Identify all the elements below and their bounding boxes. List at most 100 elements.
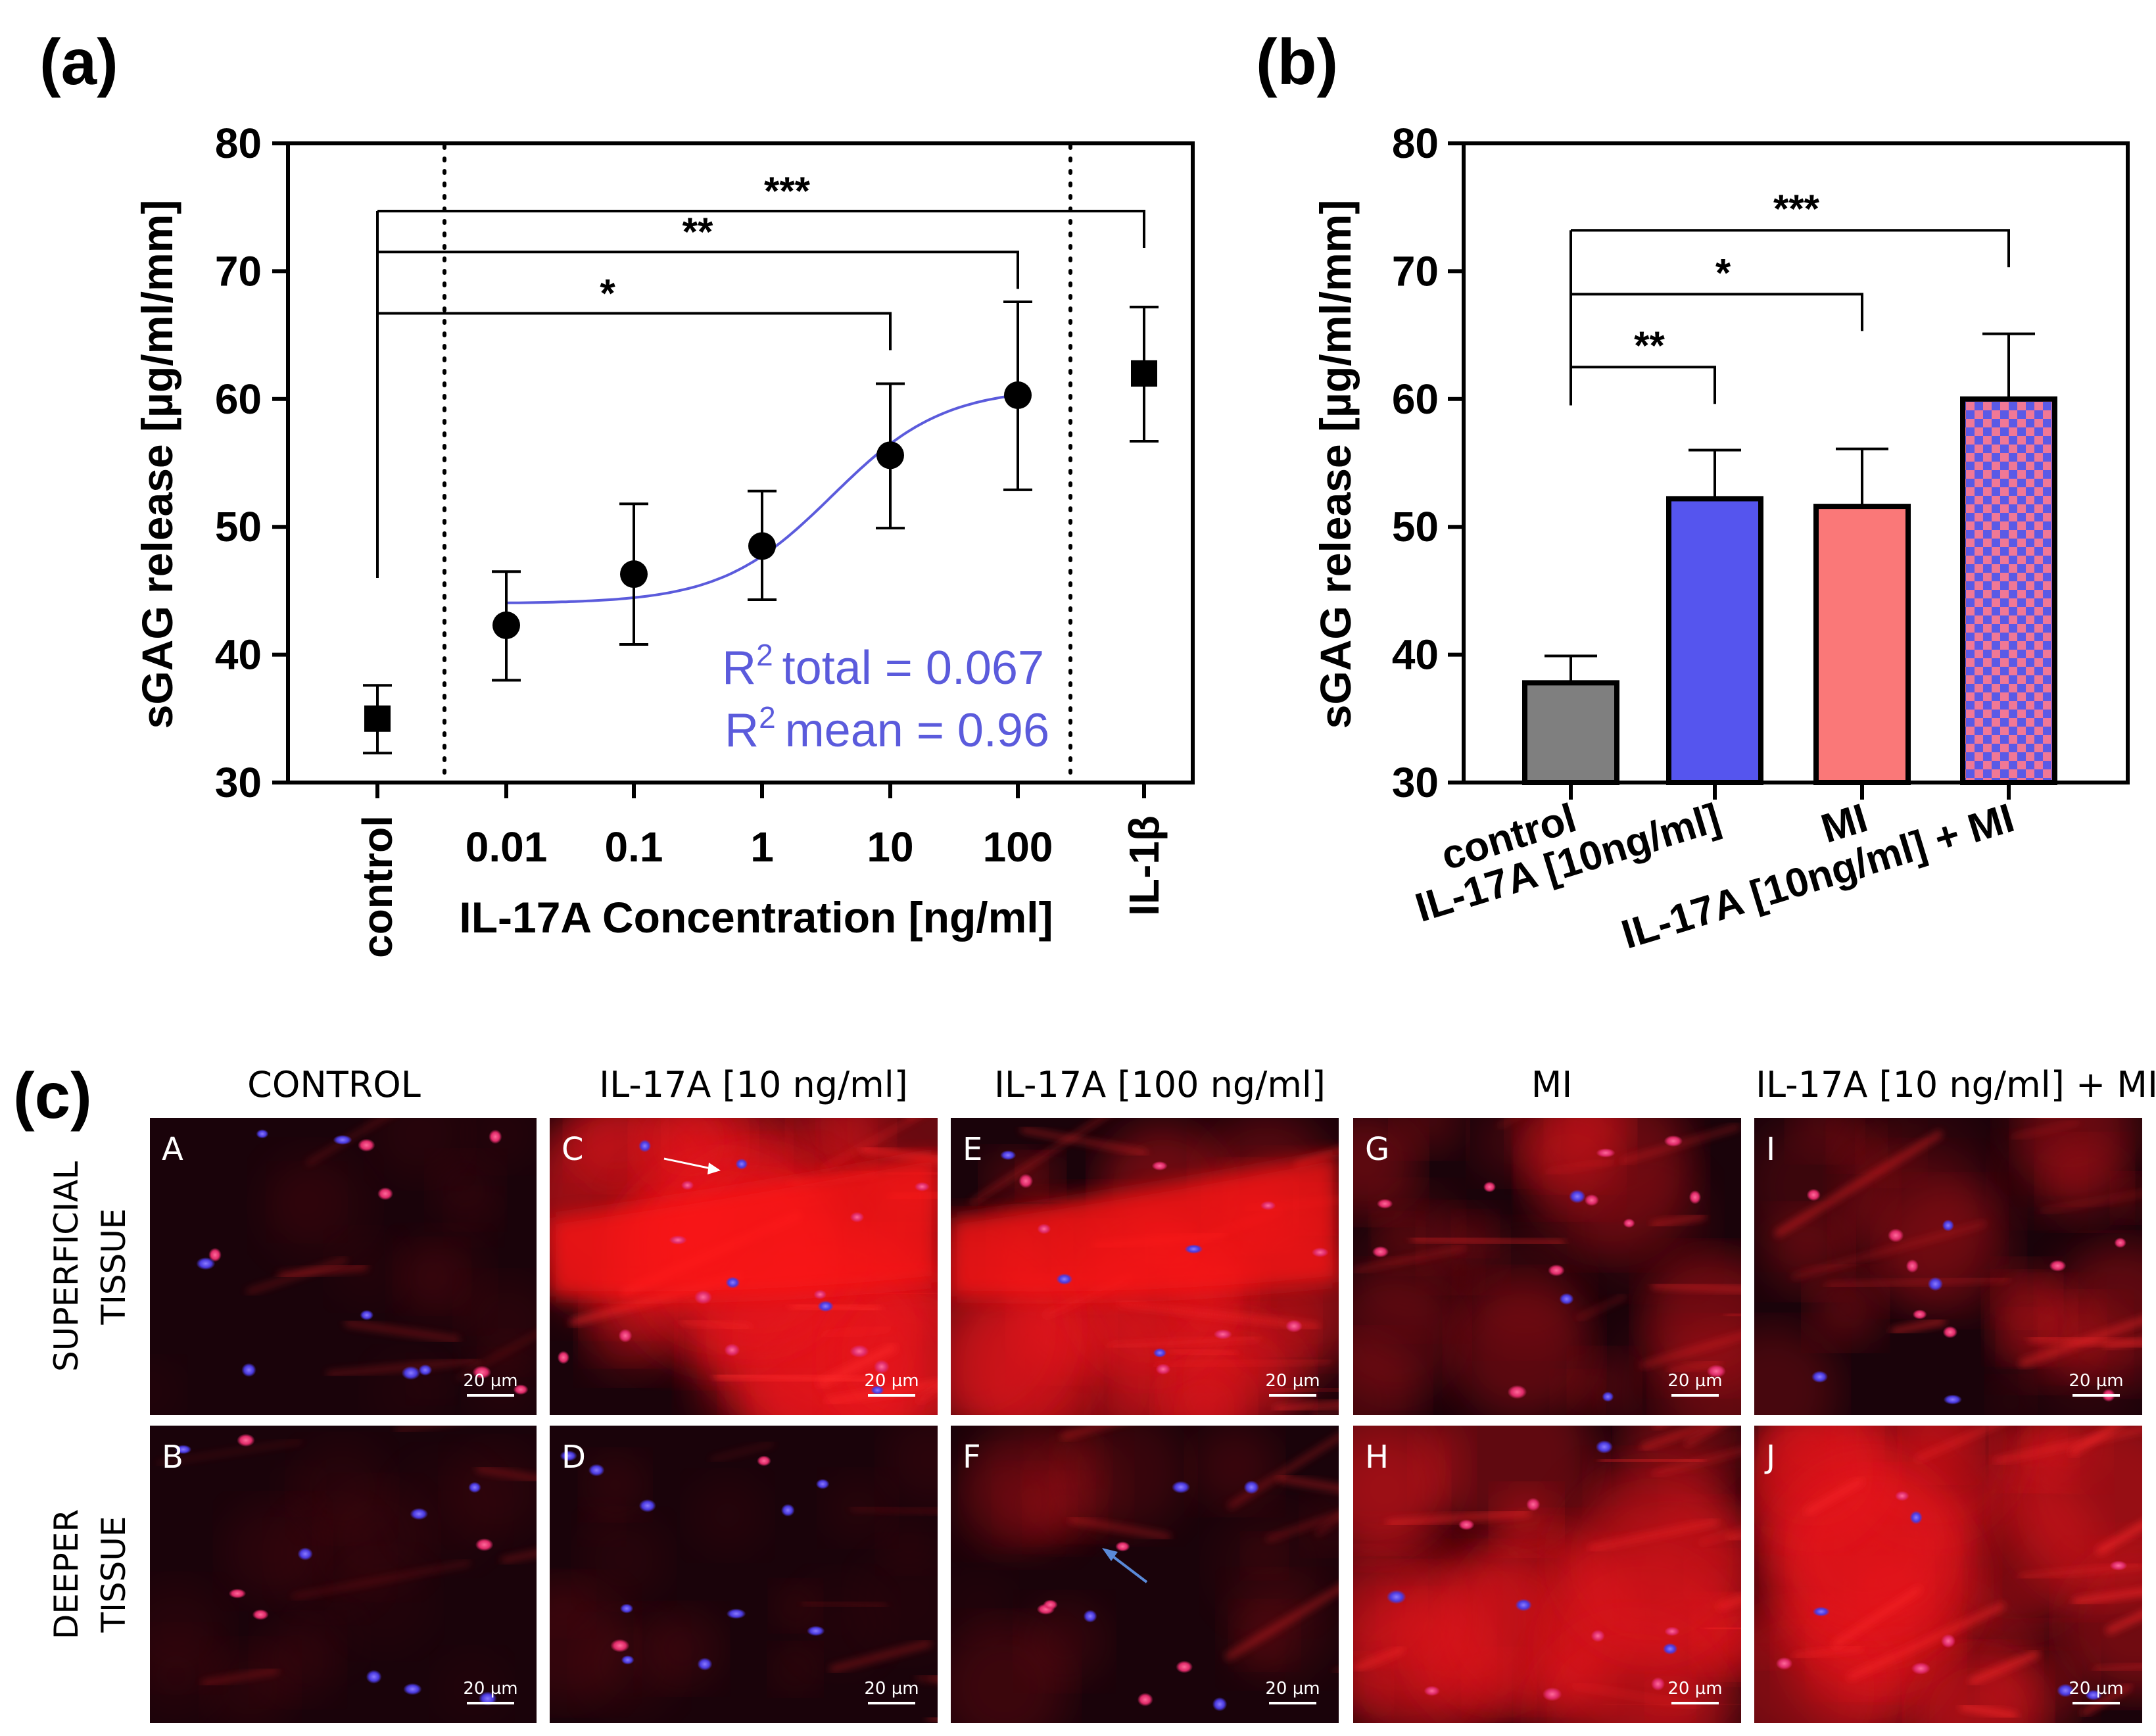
micrograph-image [550,1426,938,1723]
tissue-stain [1243,1535,1285,1576]
panel-b: (b) sGAG release [µg/ml/mm] 30 40 50 60 70 80… [1256,26,2130,958]
tissue-fibre [822,1326,890,1338]
panel-a-y-axis: 30 40 50 60 70 80 [215,120,288,806]
micrograph-tile: J 20 µm [1754,1426,2142,1723]
tissue-stain [951,1574,1013,1640]
cell-nucleus [1155,1363,1171,1375]
panel-b-axes [1462,141,2130,784]
tissue-stain [688,1476,767,1555]
tile-letter: H [1365,1439,1389,1476]
cell-nucleus [1424,1685,1440,1697]
cell-nucleus [333,1134,352,1145]
x-tick-label: control [354,815,401,958]
micrograph-tile: A 20 µm [150,1118,537,1415]
annotation-arrowhead [1102,1548,1118,1561]
tissue-stain [1061,1426,1186,1535]
tissue-fibre [291,1561,471,1599]
cell-nucleus [1083,1610,1097,1623]
tissue-fibre [1968,1650,2040,1686]
panel-b-label: (b) [1256,26,1338,98]
tissue-fibre [1915,1426,1998,1462]
cell-nucleus [735,1158,748,1170]
column-header: IL-17A [10 ng/ml] + MI [1756,1064,2156,1105]
tissue-fibre [2011,1121,2079,1139]
tissue-fibre [1118,1301,1319,1330]
tissue-fibre [2028,1334,2142,1348]
panel-c: (c) CONTROL IL-17A [10 ng/ml] IL-17A [100 … [13,1059,2156,1723]
tissue-fibre [326,1358,479,1377]
x-tick-label: 10 [867,823,913,871]
cell-nucleus [1526,1497,1541,1512]
tissue-stain [584,1453,647,1516]
tissue-fibre [2096,1522,2142,1556]
tissue-fibre [1278,1474,1339,1492]
cell-nucleus [757,1455,771,1466]
micrograph-tile: G 20 µm [1353,1118,1741,1415]
cell-nucleus [850,1211,865,1223]
tissue-stain [771,1645,819,1693]
x-tick-label: 100 [983,823,1053,871]
cell-nucleus [1940,1633,1956,1649]
cell-nucleus [1812,1606,1830,1617]
tissue-fibre [1588,1519,1719,1551]
cell-nucleus [1548,1264,1565,1276]
tissue-stain [256,1618,339,1701]
tissue-surface-band [550,1153,938,1298]
tissue-fibre [1652,1282,1741,1292]
cell-nucleus [513,1384,529,1395]
annotation-arrow [1107,1552,1148,1583]
tissue-stain [272,1168,341,1237]
tile-letter: E [963,1131,982,1168]
significance-label: ** [1634,324,1665,368]
panel-a-x-axis: control 0.01 0.1 1 10 100 IL-1β [354,783,1168,958]
tile-letter: A [162,1131,183,1168]
tissue-fibre [1061,1426,1113,1440]
cell-nucleus [610,1639,630,1652]
tissue-fibre [1266,1512,1339,1542]
row-header-line: DEEPER [47,1509,85,1639]
significance-label: * [1715,251,1731,295]
bar [1522,680,1619,786]
significance-label: *** [764,169,811,213]
cell-nucleus [256,1129,269,1139]
cell-nucleus [1811,1370,1829,1383]
tissue-stain [1192,1426,1278,1509]
cell-nucleus [1243,1480,1260,1495]
micrograph-tile: D 20 µm [550,1426,938,1723]
tissue-fibre [1295,1148,1339,1168]
x-tick-label: 0.1 [605,823,663,871]
tissue-stain [2003,1118,2133,1183]
tissue-stain [223,1501,323,1601]
tissue-fibre [1832,1586,1923,1648]
cell-nucleus [638,1499,656,1512]
tissue-fibre [2081,1684,2132,1716]
tile-letter: F [963,1439,981,1476]
cell-nucleus [813,1290,827,1299]
micrograph-image [1353,1118,1741,1415]
cell-nucleus [366,1670,382,1684]
data-point-circle [748,532,776,560]
tissue-stain [1808,1272,1882,1346]
cell-nucleus [1115,1541,1130,1552]
tile-letter: C [562,1131,584,1168]
tissue-fibre [1270,1387,1339,1391]
significance-bracket [377,210,1145,249]
tissue-fibre [1699,1529,1741,1545]
tissue-fibre [1228,1434,1339,1509]
x-tick-label: 1 [750,823,774,871]
cell-nucleus [780,1504,795,1517]
tissue-stain [884,1426,938,1505]
tissue-fibre [306,1118,387,1165]
cell-nucleus [1775,1657,1793,1670]
micrograph-tile: B 20 µm [150,1426,537,1723]
tissue-fibre [2040,1192,2142,1213]
cell-nucleus [401,1366,421,1380]
scale-bar-label: 20 µm [2069,1371,2123,1391]
tissue-fibre [1410,1235,1566,1247]
cell-nucleus [850,1345,869,1358]
cell-nucleus [1285,1319,1303,1333]
tissue-stain [373,1118,467,1181]
cell-nucleus [815,1478,830,1489]
cell-nucleus [2057,1683,2074,1697]
data-point-circle [492,611,520,639]
